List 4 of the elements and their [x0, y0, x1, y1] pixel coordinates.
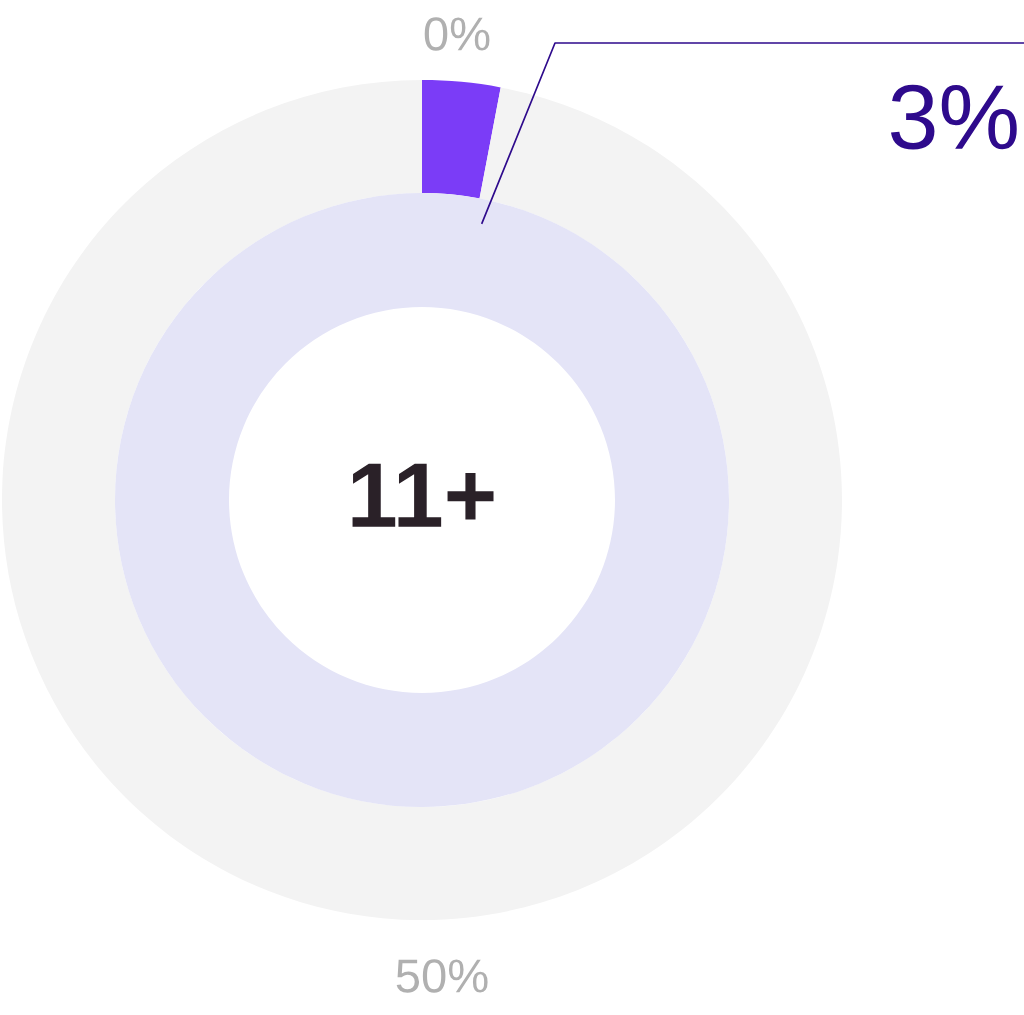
text: 11+ [352, 463, 494, 527]
text: 0% [424, 17, 490, 51]
text: 50% [396, 959, 488, 993]
data-label: 3% [891, 84, 1017, 150]
